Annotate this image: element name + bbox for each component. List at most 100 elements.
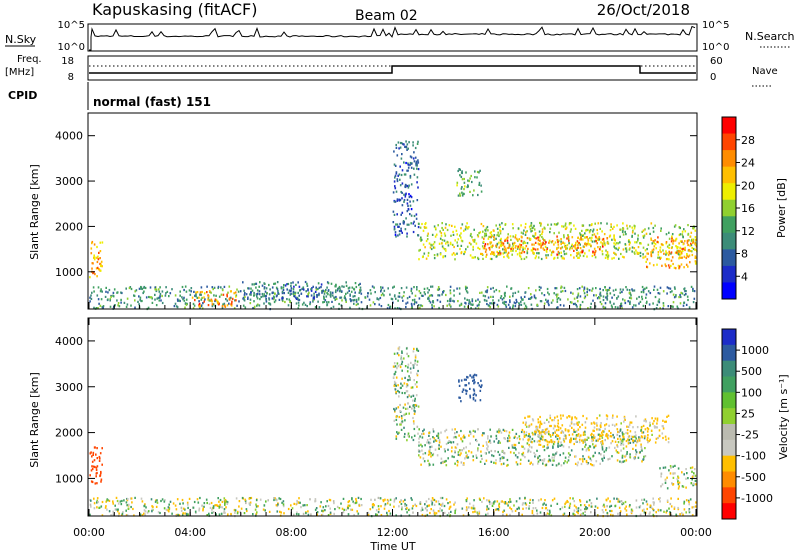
echo-cell (486, 286, 489, 289)
echo-cell (463, 181, 466, 184)
echo-cell (686, 241, 689, 244)
echo-cell (624, 455, 626, 458)
echo-cell (692, 227, 694, 230)
echo-cell (108, 288, 111, 292)
echo-cell (392, 210, 395, 213)
echo-cell (395, 407, 398, 410)
echo-cell (414, 397, 416, 400)
echo-cell (613, 302, 615, 305)
echo-cell (264, 290, 267, 293)
echo-cell (449, 285, 452, 288)
echo-cell (255, 286, 257, 289)
echo-cell (616, 451, 619, 454)
echo-cell (151, 505, 153, 508)
echo-cell (695, 483, 697, 486)
echo-cell (386, 511, 388, 514)
echo-cell (549, 424, 551, 428)
echo-cell (645, 232, 648, 235)
echo-cell (247, 296, 249, 299)
echo-cell (394, 370, 397, 373)
echo-cell (412, 438, 415, 442)
colorbar-segment (722, 249, 736, 267)
echo-cell (568, 456, 570, 459)
echo-cell (598, 297, 601, 300)
echo-cell (547, 299, 549, 302)
echo-cell (641, 230, 643, 233)
echo-cell (625, 445, 628, 448)
echo-cell (412, 141, 414, 144)
echo-cell (421, 508, 424, 511)
echo-cell (526, 442, 529, 445)
echo-cell (394, 294, 396, 297)
echo-cell (329, 291, 332, 294)
echo-cell (675, 295, 677, 298)
echo-cell (687, 224, 689, 227)
echo-cell (509, 500, 512, 503)
echo-cell (500, 237, 502, 240)
echo-cell (243, 293, 246, 296)
echo-cell (576, 507, 578, 510)
echo-cell (461, 223, 464, 226)
echo-cell (524, 456, 526, 459)
echo-cell (556, 425, 559, 428)
echo-cell (413, 422, 415, 425)
echo-cell (523, 251, 526, 254)
echo-cell (404, 419, 406, 422)
echo-cell (514, 509, 517, 512)
echo-cell (275, 295, 278, 298)
echo-cell (393, 213, 396, 216)
echo-cell (533, 296, 536, 299)
echo-cell (585, 449, 588, 452)
echo-cell (222, 289, 224, 292)
echo-cell (503, 292, 506, 295)
echo-cell (429, 301, 432, 304)
echo-cell (503, 452, 506, 455)
echo-cell (611, 455, 613, 458)
echo-cell (693, 472, 695, 475)
echo-cell (599, 287, 601, 291)
echo-cell (400, 386, 402, 389)
echo-cell (525, 425, 528, 428)
echo-cell (428, 434, 430, 437)
echo-cell (249, 501, 252, 504)
echo-cell (412, 504, 414, 508)
echo-cell (480, 184, 482, 187)
echo-cell (420, 294, 423, 297)
echo-cell (296, 511, 298, 514)
echo-cell (518, 497, 521, 500)
echo-cell (640, 290, 643, 294)
echo-cell (475, 456, 478, 459)
echo-cell (482, 230, 484, 233)
colorbar-segment (722, 392, 736, 409)
echo-cell (556, 247, 558, 251)
echo-cell (529, 435, 531, 438)
echo-cell (491, 235, 493, 238)
echo-cell (222, 293, 225, 296)
echo-cell (681, 233, 684, 236)
echo-cell (93, 497, 95, 500)
echo-cell (366, 295, 369, 298)
echo-cell (577, 461, 579, 464)
echo-cell (460, 236, 462, 239)
echo-cell (440, 445, 442, 448)
echo-cell (276, 510, 279, 513)
echo-cell (226, 501, 229, 504)
echo-cell (567, 429, 569, 432)
echo-cell (100, 472, 102, 475)
echo-cell (315, 288, 318, 291)
echo-cell (594, 444, 597, 447)
echo-cell (229, 290, 232, 293)
echo-cell (572, 302, 575, 306)
echo-cell (582, 254, 585, 258)
echo-cell (428, 504, 431, 507)
echo-cell (537, 418, 539, 421)
echo-cell (392, 286, 394, 289)
echo-cell (567, 235, 570, 239)
echo-cell (669, 511, 671, 514)
echo-cell (563, 250, 565, 253)
echo-cell (595, 439, 598, 442)
echo-cell (518, 451, 520, 455)
echo-cell (432, 246, 435, 249)
echo-cell (599, 437, 601, 440)
